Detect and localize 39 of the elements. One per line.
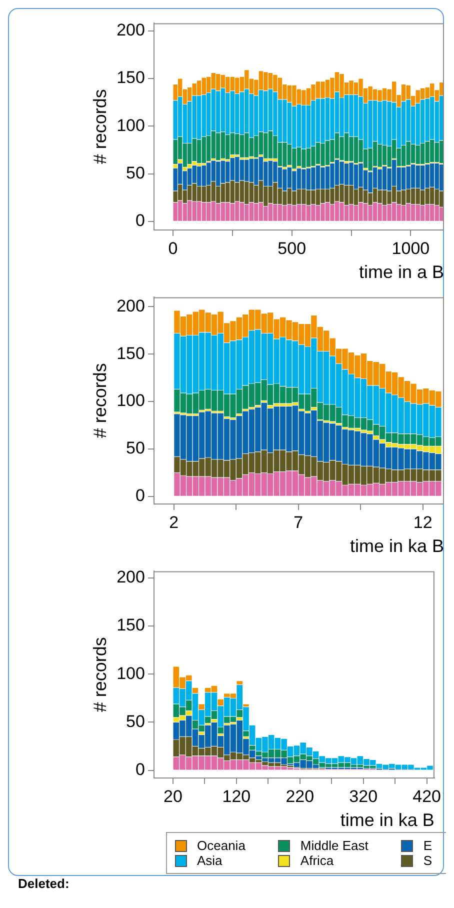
legend-label: E — [423, 838, 432, 853]
y-tick-label: 100 — [116, 391, 145, 410]
x-tick-label: 120 — [222, 786, 251, 806]
y-tick-label: 200 — [116, 20, 145, 40]
legend-label: Africa — [300, 853, 334, 868]
y-tick-label: 200 — [116, 296, 145, 316]
text: Deleted: — [18, 876, 70, 891]
x-tick-label: 0 — [168, 238, 178, 258]
x-tick-label: 20 — [164, 786, 182, 806]
y-tick-label: 200 — [116, 568, 145, 587]
x-tick-label: 420 — [412, 786, 442, 806]
x-axis-title: time in ka B — [340, 810, 434, 830]
y-tick-label: 100 — [116, 664, 145, 683]
y-axis-title: # records — [90, 363, 110, 438]
legend-label: S — [423, 853, 432, 868]
y-tick-label: 150 — [116, 344, 145, 363]
x-tick-label: 2 — [169, 512, 179, 532]
y-tick-label: 50 — [126, 712, 145, 731]
x-tick-label: 220 — [286, 786, 314, 806]
x-tick-label: 12 — [413, 512, 432, 532]
y-tick-label: 100 — [116, 116, 145, 135]
x-tick-label: 500 — [278, 238, 306, 258]
y-tick-label: 50 — [126, 438, 145, 458]
y-tick-label: 0 — [135, 486, 145, 506]
legend-label: Middle East — [300, 838, 368, 853]
x-axis-title: time in ka B — [350, 536, 444, 556]
y-tick-label: 150 — [116, 616, 145, 635]
x-tick-label: 1000 — [392, 238, 430, 258]
y-axis-title: # records — [90, 637, 110, 712]
y-tick-label: 150 — [116, 68, 145, 88]
y-tick-label: 50 — [126, 163, 145, 182]
legend-label: Asia — [197, 853, 222, 868]
y-tick-label: 0 — [135, 211, 145, 230]
y-axis-title: # records — [90, 89, 110, 164]
x-tick-label: 320 — [349, 786, 378, 806]
y-tick-label: 0 — [135, 760, 145, 779]
legend-label: Oceania — [197, 838, 246, 853]
x-axis-title: time in a B — [358, 262, 444, 282]
x-tick-label: 7 — [294, 512, 304, 532]
